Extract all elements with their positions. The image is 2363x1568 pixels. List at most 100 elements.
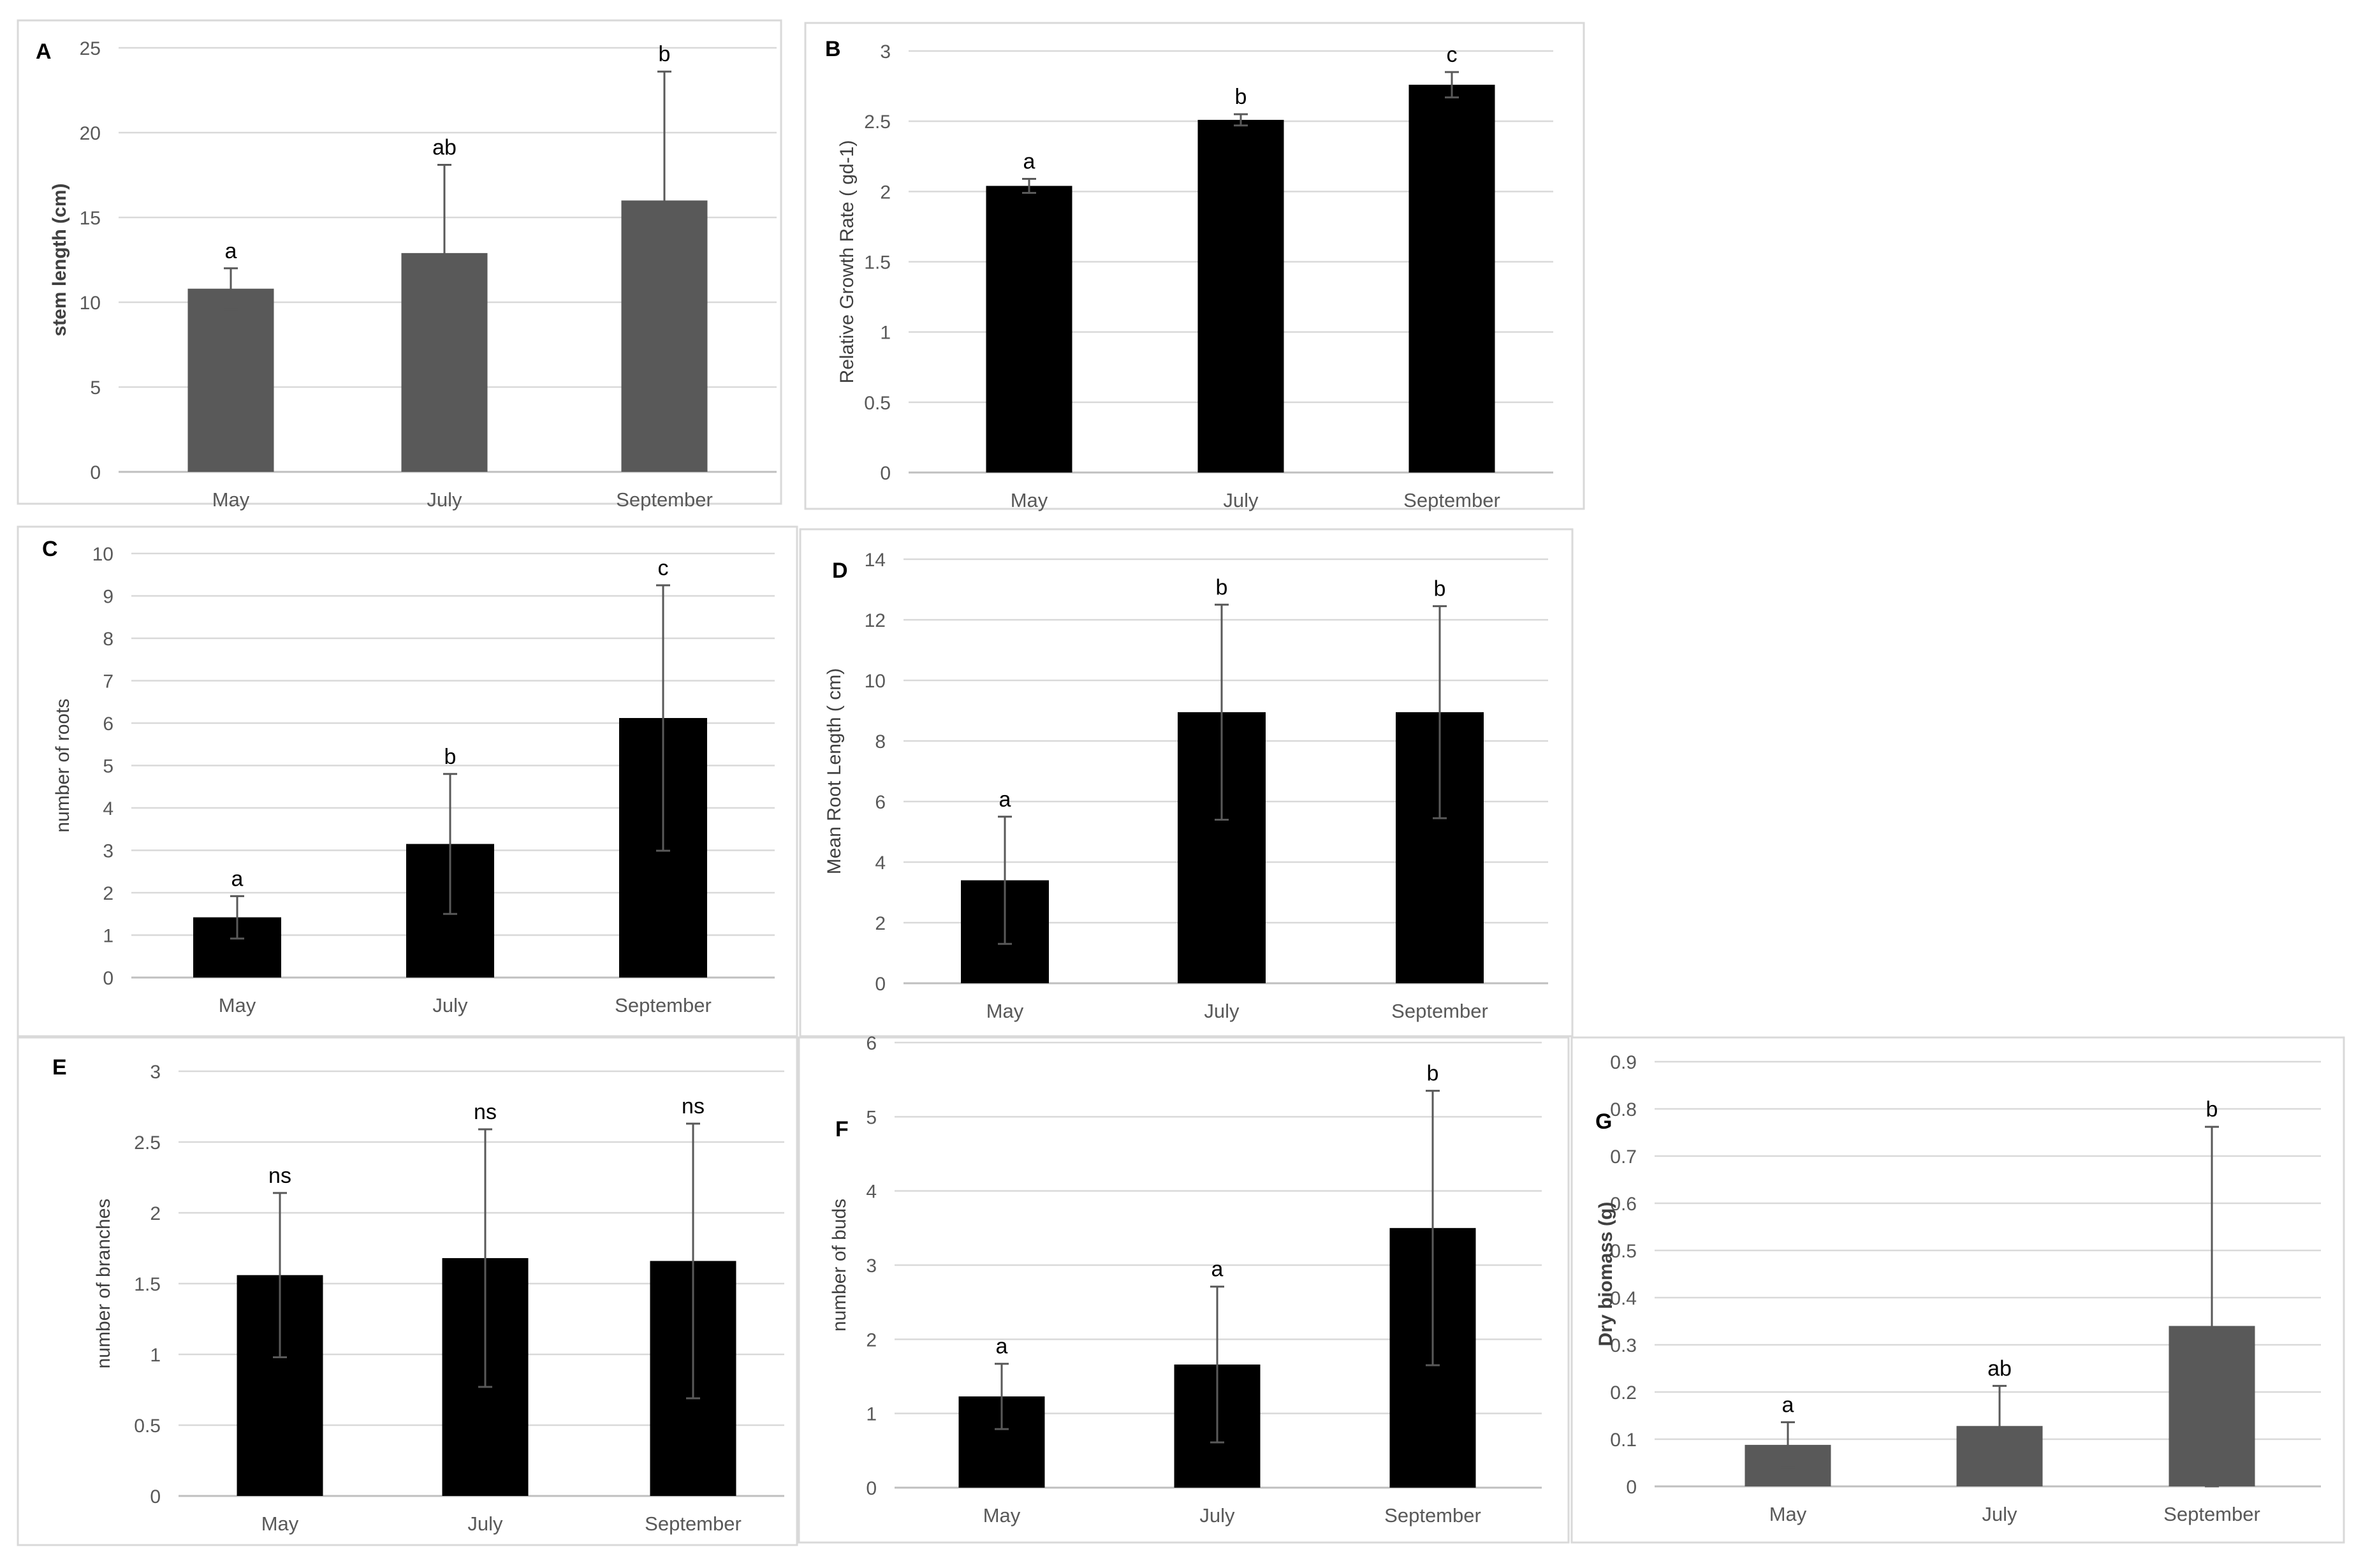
y-tick-label: 3 (103, 841, 113, 862)
y-tick-label: 2 (150, 1203, 161, 1224)
y-tick-label: 8 (103, 629, 113, 650)
significance-label: b (1235, 85, 1247, 109)
y-tick-label: 6 (103, 714, 113, 735)
bar-may (187, 288, 274, 472)
x-tick-label: September (645, 1513, 742, 1535)
bar-may (986, 186, 1072, 473)
panel-C: 0 1 2 3 4 5 6 7 8 9 10 number of roots Ca May b July c Se… (17, 525, 798, 1037)
significance-label: c (658, 556, 669, 580)
x-tick-label: September (2163, 1503, 2260, 1525)
y-tick-label: 0 (150, 1486, 161, 1507)
panel-B: 0 0.5 1 1.5 2 2.5 3 Relative Growth Rate ( gd-1… (804, 22, 1585, 511)
x-tick-label: May (1769, 1503, 1807, 1525)
x-tick-label: May (983, 1504, 1021, 1527)
significance-label: a (1211, 1257, 1224, 1282)
panel-letter: G (1595, 1110, 1612, 1134)
x-tick-label: September (616, 488, 713, 511)
y-tick-label: 4 (875, 853, 886, 874)
y-tick-label: 25 (80, 38, 101, 59)
y-tick-label: 10 (80, 293, 101, 314)
y-tick-label: 1.5 (864, 253, 891, 274)
significance-label: b (1434, 577, 1446, 601)
y-tick-label: 2 (103, 883, 113, 904)
y-tick-label: 0 (866, 1478, 877, 1499)
y-tick-label: 0 (1626, 1477, 1637, 1498)
significance-label: a (225, 239, 237, 263)
x-tick-label: September (1391, 1000, 1488, 1022)
panel-D: 0 2 4 6 8 10 12 14 Mean Root Length ( cm) Da May b J… (799, 528, 1574, 1037)
panel-letter: F (835, 1117, 849, 1141)
y-tick-label: 2.5 (134, 1132, 161, 1154)
y-tick-label: 0.8 (1610, 1099, 1637, 1120)
y-tick-label: 15 (80, 208, 101, 229)
y-axis-label: Relative Growth Rate ( gd-1) (837, 140, 858, 384)
significance-label: a (996, 1335, 1008, 1359)
x-tick-label: May (1011, 489, 1048, 511)
y-tick-label: 0.1 (1610, 1430, 1637, 1451)
x-tick-label: September (1403, 489, 1500, 511)
y-tick-label: 6 (875, 792, 886, 813)
y-tick-label: 1 (880, 323, 891, 344)
significance-label: b (1427, 1062, 1439, 1086)
y-tick-label: 1 (866, 1404, 877, 1425)
y-tick-label: 0.4 (1610, 1288, 1637, 1309)
y-tick-label: 10 (865, 671, 886, 692)
y-axis-label: stem length (cm) (49, 183, 70, 336)
x-tick-label: May (212, 488, 250, 511)
panel-letter: C (42, 537, 58, 561)
y-tick-label: 14 (865, 550, 886, 571)
y-axis-label: Dry biomass (g) (1595, 1202, 1616, 1347)
significance-label: ns (474, 1100, 497, 1124)
significance-label: a (999, 788, 1011, 812)
x-tick-label: July (1204, 1000, 1240, 1022)
y-tick-label: 2 (880, 182, 891, 203)
significance-label: b (444, 745, 457, 769)
y-tick-label: 8 (875, 731, 886, 752)
panel-E: 0 0.5 1 1.5 2 2.5 3 number of branches Ens May ns J… (17, 1036, 798, 1546)
y-tick-label: 0.9 (1610, 1052, 1637, 1073)
y-tick-label: 0.6 (1610, 1194, 1637, 1215)
y-tick-label: 0.5 (864, 393, 891, 414)
y-tick-label: 0.7 (1610, 1147, 1637, 1168)
x-tick-label: May (986, 1000, 1024, 1022)
y-tick-label: 0 (880, 463, 891, 484)
y-tick-label: 0 (90, 462, 101, 483)
x-tick-label: July (432, 994, 468, 1016)
significance-label: a (1023, 150, 1035, 174)
bar-september (1408, 84, 1495, 473)
y-axis-label: number of branches (93, 1199, 114, 1369)
y-tick-label: 5 (866, 1107, 877, 1128)
y-tick-label: 0 (103, 968, 113, 989)
x-tick-label: July (1199, 1504, 1235, 1527)
y-tick-label: 0.5 (1610, 1241, 1637, 1262)
panel-letter: A (36, 40, 52, 64)
significance-label: c (1447, 43, 1458, 67)
y-tick-label: 4 (866, 1182, 877, 1203)
significance-label: a (231, 867, 244, 891)
y-tick-label: 2 (866, 1330, 877, 1351)
y-tick-label: 1 (103, 926, 113, 947)
x-tick-label: July (1982, 1503, 2017, 1525)
bar-july (1197, 119, 1284, 473)
y-tick-label: 4 (103, 798, 113, 819)
x-tick-label: July (1223, 489, 1259, 511)
x-tick-label: September (1384, 1504, 1481, 1527)
x-tick-label: July (427, 488, 462, 511)
y-tick-label: 6 (866, 1033, 877, 1054)
x-tick-label: May (219, 994, 256, 1016)
y-tick-label: 2.5 (864, 112, 891, 133)
y-axis-label: number of roots (52, 698, 73, 832)
y-tick-label: 9 (103, 587, 113, 608)
y-tick-label: 7 (103, 671, 113, 692)
y-tick-label: 1.5 (134, 1274, 161, 1295)
y-axis-label: Mean Root Length ( cm) (824, 668, 845, 874)
significance-label: ns (268, 1164, 291, 1188)
y-tick-label: 1 (150, 1345, 161, 1366)
y-tick-label: 0.2 (1610, 1382, 1637, 1403)
panel-letter: D (832, 559, 848, 583)
significance-label: b (659, 42, 671, 66)
y-tick-label: 3 (866, 1256, 877, 1277)
y-tick-label: 5 (90, 377, 101, 399)
x-tick-label: May (261, 1513, 299, 1535)
